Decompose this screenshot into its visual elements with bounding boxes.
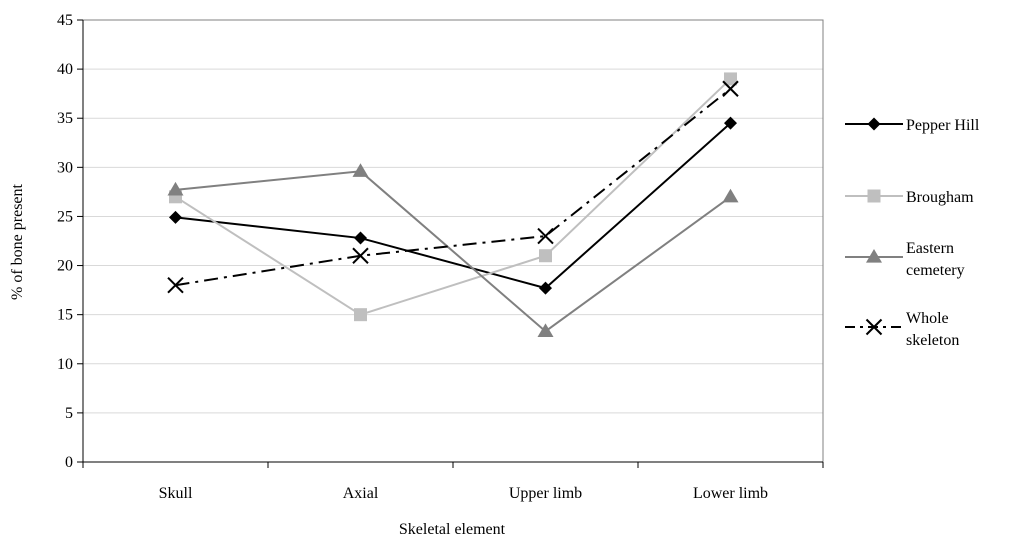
x-tick-label: Axial — [343, 485, 379, 502]
gridlines — [83, 68, 823, 414]
x-tick-label: Upper limb — [509, 485, 582, 502]
series-group — [167, 72, 739, 337]
y-tick-label: 10 — [57, 356, 73, 373]
data-point-square — [539, 249, 552, 263]
y-tick-label: 20 — [57, 258, 73, 275]
y-tick-label: 5 — [65, 405, 73, 422]
series-line — [174, 78, 732, 316]
data-point-x-stroke — [352, 247, 369, 264]
legend-item-brougham: Brougham — [845, 189, 974, 206]
y-tick-label: 15 — [57, 307, 73, 324]
axes — [82, 19, 824, 463]
data-point-x-stroke — [537, 227, 554, 245]
data-point-x — [352, 247, 369, 264]
legend-label: skeleton — [906, 332, 959, 349]
legend-label: Pepper Hill — [906, 117, 980, 134]
data-point-square — [724, 72, 737, 86]
data-point-triangle — [167, 181, 184, 196]
plot-area-border — [82, 19, 824, 463]
data-point-x — [167, 276, 184, 294]
legend-label: Whole — [906, 310, 949, 327]
data-point-x-stroke — [722, 80, 739, 97]
y-tick-label: 0 — [65, 454, 73, 471]
series-line — [175, 87, 732, 287]
data-point-x-stroke — [167, 276, 184, 294]
x-tick-label: Skull — [159, 485, 193, 502]
series-brougham — [169, 72, 737, 322]
data-point-triangle — [537, 323, 554, 337]
data-point-diamond — [354, 231, 367, 245]
legend: Pepper Hill Brougham Eastern cemetery Whole s… — [845, 117, 980, 349]
y-tick-label: 40 — [57, 61, 73, 78]
series-eastern-cemetery — [167, 163, 739, 337]
legend-item-eastern-cemetery: Eastern cemetery — [845, 240, 965, 279]
series-whole-skeleton — [167, 80, 739, 294]
data-point-diamond — [539, 281, 552, 295]
legend-label: Brougham — [906, 189, 974, 206]
series-pepper-hill — [169, 116, 737, 295]
legend-item-pepper-hill: Pepper Hill — [845, 117, 980, 134]
y-tick-label: 45 — [57, 12, 73, 29]
data-point-diamond — [169, 210, 182, 224]
x-axis-title: Skeletal element — [399, 521, 506, 538]
y-axis-title: % of bone present — [9, 183, 26, 300]
legend-label: cemetery — [906, 262, 965, 279]
y-tick-label: 25 — [57, 208, 73, 225]
data-point-x — [537, 227, 554, 245]
data-point-x-stroke — [865, 318, 883, 336]
series-line — [175, 170, 732, 333]
y-axis-ticks: 0 5 10 15 20 25 30 35 40 45 — [57, 12, 83, 471]
legend-label: Eastern — [906, 240, 954, 257]
y-tick-label: 35 — [57, 110, 73, 127]
y-tick-label: 30 — [57, 159, 73, 176]
data-point-x — [722, 80, 739, 97]
series-line — [175, 122, 732, 290]
data-point-square — [867, 189, 881, 203]
data-point-diamond — [867, 117, 881, 131]
data-point-x — [865, 318, 883, 336]
x-tick-label: Lower limb — [693, 485, 768, 502]
data-point-diamond — [724, 116, 737, 130]
data-point-square — [354, 308, 367, 322]
data-point-triangle — [866, 249, 882, 263]
legend-item-whole-skeleton: Whole skeleton — [845, 310, 959, 349]
data-point-triangle — [722, 188, 739, 203]
x-axis-ticks: Skull Axial Upper limb Lower limb — [82, 462, 824, 502]
data-point-triangle — [352, 163, 369, 177]
